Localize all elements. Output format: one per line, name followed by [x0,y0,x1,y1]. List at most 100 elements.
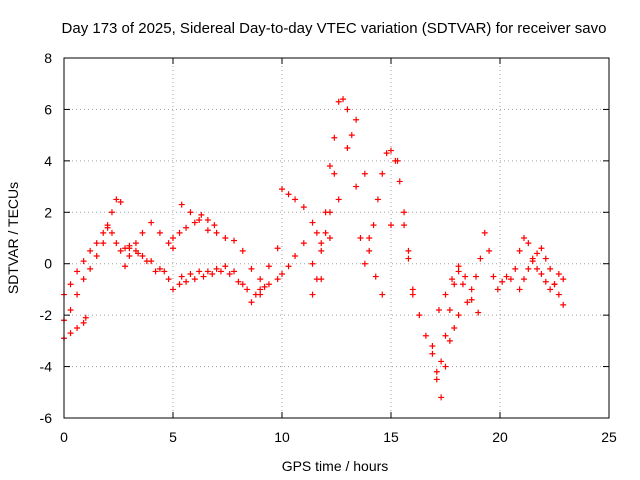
data-point [516,286,523,293]
series-track-e [126,201,281,283]
data-point [87,247,94,254]
data-point [139,253,146,259]
data-point [257,286,264,293]
data-point [520,235,527,241]
data-point [322,209,329,216]
data-point [213,229,220,236]
data-point [204,268,211,275]
data-point [331,134,338,141]
data-point [442,363,449,370]
y-tick-label: 6 [44,101,52,117]
data-point [274,276,281,283]
x-tick-label: 20 [492,429,508,445]
data-point [370,222,377,229]
series-track-a [61,222,268,298]
data-point [468,286,475,293]
data-point [165,276,172,283]
data-point [170,286,176,293]
data-point [379,291,386,298]
data-point [372,273,379,280]
data-point [285,191,292,198]
data-point [279,271,285,277]
data-point [475,309,482,316]
data-point [446,337,453,344]
data-point [108,229,115,236]
data-point [357,235,364,241]
data-point [538,245,545,252]
series-track-i [405,229,567,375]
data-point [80,258,87,265]
data-point [257,276,264,283]
y-axis-label: SDTVAR / TECUs [5,182,21,294]
data-point [318,247,325,254]
data-point [300,204,307,211]
data-point [560,276,567,283]
data-point [525,265,532,272]
data-point [451,325,458,331]
data-point [231,268,238,275]
data-point [161,268,168,275]
data-point [313,276,320,283]
data-point [560,301,567,308]
data-point [383,150,390,157]
data-point [156,265,163,272]
data-point [183,278,190,285]
data-point [274,245,281,252]
data-point [555,271,562,277]
data-point [433,376,440,383]
data-point [165,240,172,247]
data-point [525,240,532,247]
data-point [248,265,255,272]
y-tick-label: 0 [44,256,52,272]
data-point [455,268,462,275]
data-point [178,201,185,208]
data-point [529,258,536,265]
data-point [176,281,183,288]
data-point [366,235,373,241]
data-point [435,307,442,313]
data-point [422,332,429,339]
data-point [211,222,218,229]
data-point [542,278,549,285]
data-point [187,209,194,216]
data-point [335,98,342,105]
data-point [455,312,462,319]
data-point [300,240,307,247]
data-point [257,291,264,298]
data-point [183,224,190,231]
data-point [200,273,207,280]
data-point [433,368,440,375]
data-point [499,278,506,285]
series-track-l [516,245,567,308]
data-point [235,278,242,285]
y-tick-label: 2 [44,204,52,220]
data-point [542,255,549,262]
data-point [213,265,220,272]
data-point [473,273,480,280]
x-tick-label: 15 [383,429,399,445]
data-point [335,196,342,203]
data-point [196,268,203,275]
data-point [265,281,272,288]
data-point [512,265,519,272]
data-point [74,291,81,298]
data-point [126,253,133,259]
data-point [82,314,89,321]
y-tick-label: 8 [44,50,52,66]
data-point [481,229,488,236]
data-point [361,170,368,177]
data-point [139,229,146,236]
data-point [503,273,510,280]
data-point [392,157,399,164]
data-point [191,276,198,283]
data-point [143,258,150,265]
data-point [516,247,523,254]
data-point [490,273,497,280]
data-point [442,291,449,298]
data-point [209,271,216,277]
data-point [239,247,246,254]
data-point [438,358,445,365]
data-point [191,219,198,226]
data-point [226,271,233,277]
x-tick-label: 0 [60,429,68,445]
